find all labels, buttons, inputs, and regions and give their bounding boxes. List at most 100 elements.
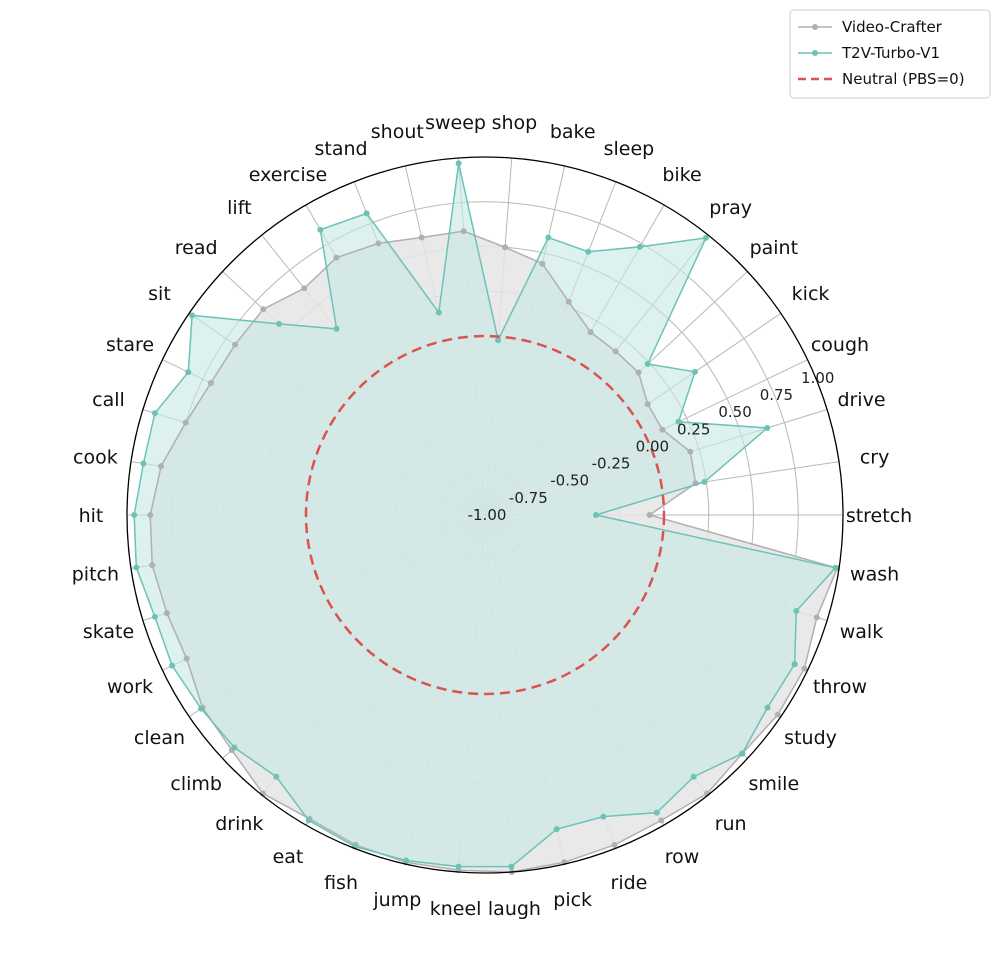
polar-frame	[126, 156, 844, 874]
data-point	[169, 662, 176, 669]
data-point	[508, 863, 515, 870]
legend-label: Neutral (PBS=0)	[842, 70, 965, 88]
data-point	[764, 704, 771, 711]
data-point	[495, 337, 502, 344]
neutral-reference-line	[304, 334, 666, 696]
category-label: sweep	[425, 112, 486, 134]
category-label: laugh	[488, 898, 541, 920]
data-point	[333, 254, 340, 261]
category-label: hit	[79, 505, 104, 527]
category-label: work	[107, 676, 153, 698]
category-label: cry	[860, 446, 890, 468]
data-point	[739, 750, 746, 757]
category-label: pray	[709, 197, 752, 219]
data-point	[635, 369, 642, 376]
category-label: smile	[748, 773, 799, 795]
data-point	[435, 309, 442, 316]
category-label: bake	[550, 121, 596, 143]
data-point	[151, 613, 158, 620]
legend-label: T2V-Turbo-V1	[841, 44, 940, 62]
legend-label: Video-Crafter	[842, 18, 943, 36]
category-label: skate	[83, 621, 134, 643]
data-point	[687, 448, 694, 455]
data-point	[585, 248, 592, 255]
data-point	[675, 418, 682, 425]
data-point	[140, 460, 147, 467]
category-label: pitch	[72, 564, 119, 586]
data-point	[131, 512, 138, 518]
category-label: paint	[750, 237, 798, 259]
data-point	[793, 608, 800, 615]
data-point	[658, 817, 665, 824]
data-point	[502, 244, 509, 251]
data-point	[198, 705, 205, 712]
data-point	[133, 564, 140, 571]
category-label: kneel	[430, 898, 482, 920]
radial-tick-label: 0.00	[636, 437, 669, 455]
data-point	[692, 368, 699, 375]
category-label: cook	[73, 446, 118, 468]
category-label: pick	[553, 889, 592, 911]
data-point	[305, 817, 312, 824]
data-point	[701, 478, 708, 485]
data-point	[801, 665, 808, 672]
data-point	[158, 463, 165, 470]
category-label: stand	[315, 138, 368, 160]
category-label: drink	[215, 813, 263, 835]
category-label: stare	[106, 334, 154, 356]
category-label: lift	[227, 197, 251, 219]
category-label: walk	[840, 621, 883, 643]
radial-tick-label: -0.25	[592, 455, 631, 473]
data-point	[317, 226, 324, 233]
category-label: exercise	[249, 164, 327, 186]
radial-tick-label: 1.00	[801, 369, 834, 387]
data-point	[375, 240, 382, 247]
data-point	[273, 773, 280, 780]
data-point	[207, 379, 214, 386]
data-point	[644, 401, 651, 408]
category-label: wash	[850, 564, 899, 586]
data-point	[612, 348, 619, 355]
data-point	[791, 661, 798, 668]
legend-marker	[812, 50, 818, 56]
category-label: cough	[811, 334, 869, 356]
data-point	[333, 325, 340, 332]
data-point	[301, 285, 308, 292]
data-point	[774, 711, 781, 718]
data-point	[363, 210, 370, 217]
data-point	[690, 773, 697, 780]
data-point	[185, 369, 192, 376]
data-point	[260, 306, 267, 313]
data-point	[539, 260, 546, 267]
category-label: call	[92, 389, 125, 411]
category-label: ride	[611, 872, 648, 894]
data-point	[646, 512, 653, 518]
category-label: run	[715, 813, 747, 835]
category-label: climb	[170, 773, 222, 795]
data-point	[832, 564, 839, 571]
data-point	[592, 512, 599, 518]
category-label: throw	[813, 676, 867, 698]
series-area	[134, 163, 836, 867]
radial-tick-label: 0.50	[718, 403, 751, 421]
radial-tick-label: 0.25	[677, 420, 710, 438]
data-point	[183, 655, 190, 662]
category-label: shop	[492, 112, 538, 134]
data-point	[149, 562, 156, 569]
data-point	[636, 243, 643, 250]
data-point	[455, 863, 462, 870]
data-point	[565, 298, 572, 305]
data-point	[403, 857, 410, 864]
category-label: clean	[134, 727, 185, 749]
data-point	[702, 234, 709, 241]
category-label: read	[175, 237, 218, 259]
category-label: shout	[371, 121, 424, 143]
data-point	[813, 614, 820, 621]
data-point	[653, 809, 660, 816]
radial-tick-label: -0.75	[509, 489, 548, 507]
data-point	[151, 410, 158, 417]
data-point	[231, 744, 238, 751]
category-label: sleep	[604, 138, 655, 160]
data-point	[275, 320, 282, 327]
